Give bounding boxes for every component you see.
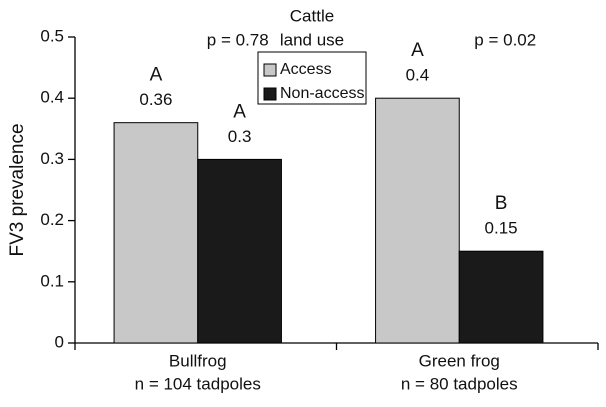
legend-label: Non-access [280,85,364,102]
significance-letter: B [495,193,508,214]
legend-title: land use [280,30,344,49]
significance-letter: A [233,101,246,122]
x-tick-note: n = 80 tadpoles [401,374,518,393]
y-axis-label: FV3 prevalence [7,123,28,256]
value-label: 0.36 [139,90,172,109]
bar [458,250,544,344]
p-value: p = 0.78 [207,30,269,49]
legend-title: Cattle [290,6,334,25]
legend-swatch [263,87,277,101]
y-tick-label: 0.2 [40,210,64,229]
legend-swatch [263,63,277,77]
y-tick-label: 0.5 [40,26,64,45]
bar [197,158,282,344]
value-label: 0.15 [485,219,518,238]
x-tick-label: Green frog [419,351,500,370]
legend-label: Access [280,61,332,78]
value-label: 0.3 [228,127,252,146]
significance-letter: A [150,65,163,86]
x-tick-note: n = 104 tadpoles [135,374,261,393]
bar [375,97,460,344]
y-tick-label: 0 [55,332,64,351]
bar [113,122,199,344]
value-label: 0.4 [406,66,430,85]
y-tick-label: 0.1 [40,271,64,290]
y-tick-label: 0.3 [40,149,64,168]
p-value: p = 0.02 [474,30,536,49]
x-tick-label: Bullfrog [169,351,227,370]
y-tick-label: 0.4 [40,88,64,107]
significance-letter: A [411,40,424,61]
